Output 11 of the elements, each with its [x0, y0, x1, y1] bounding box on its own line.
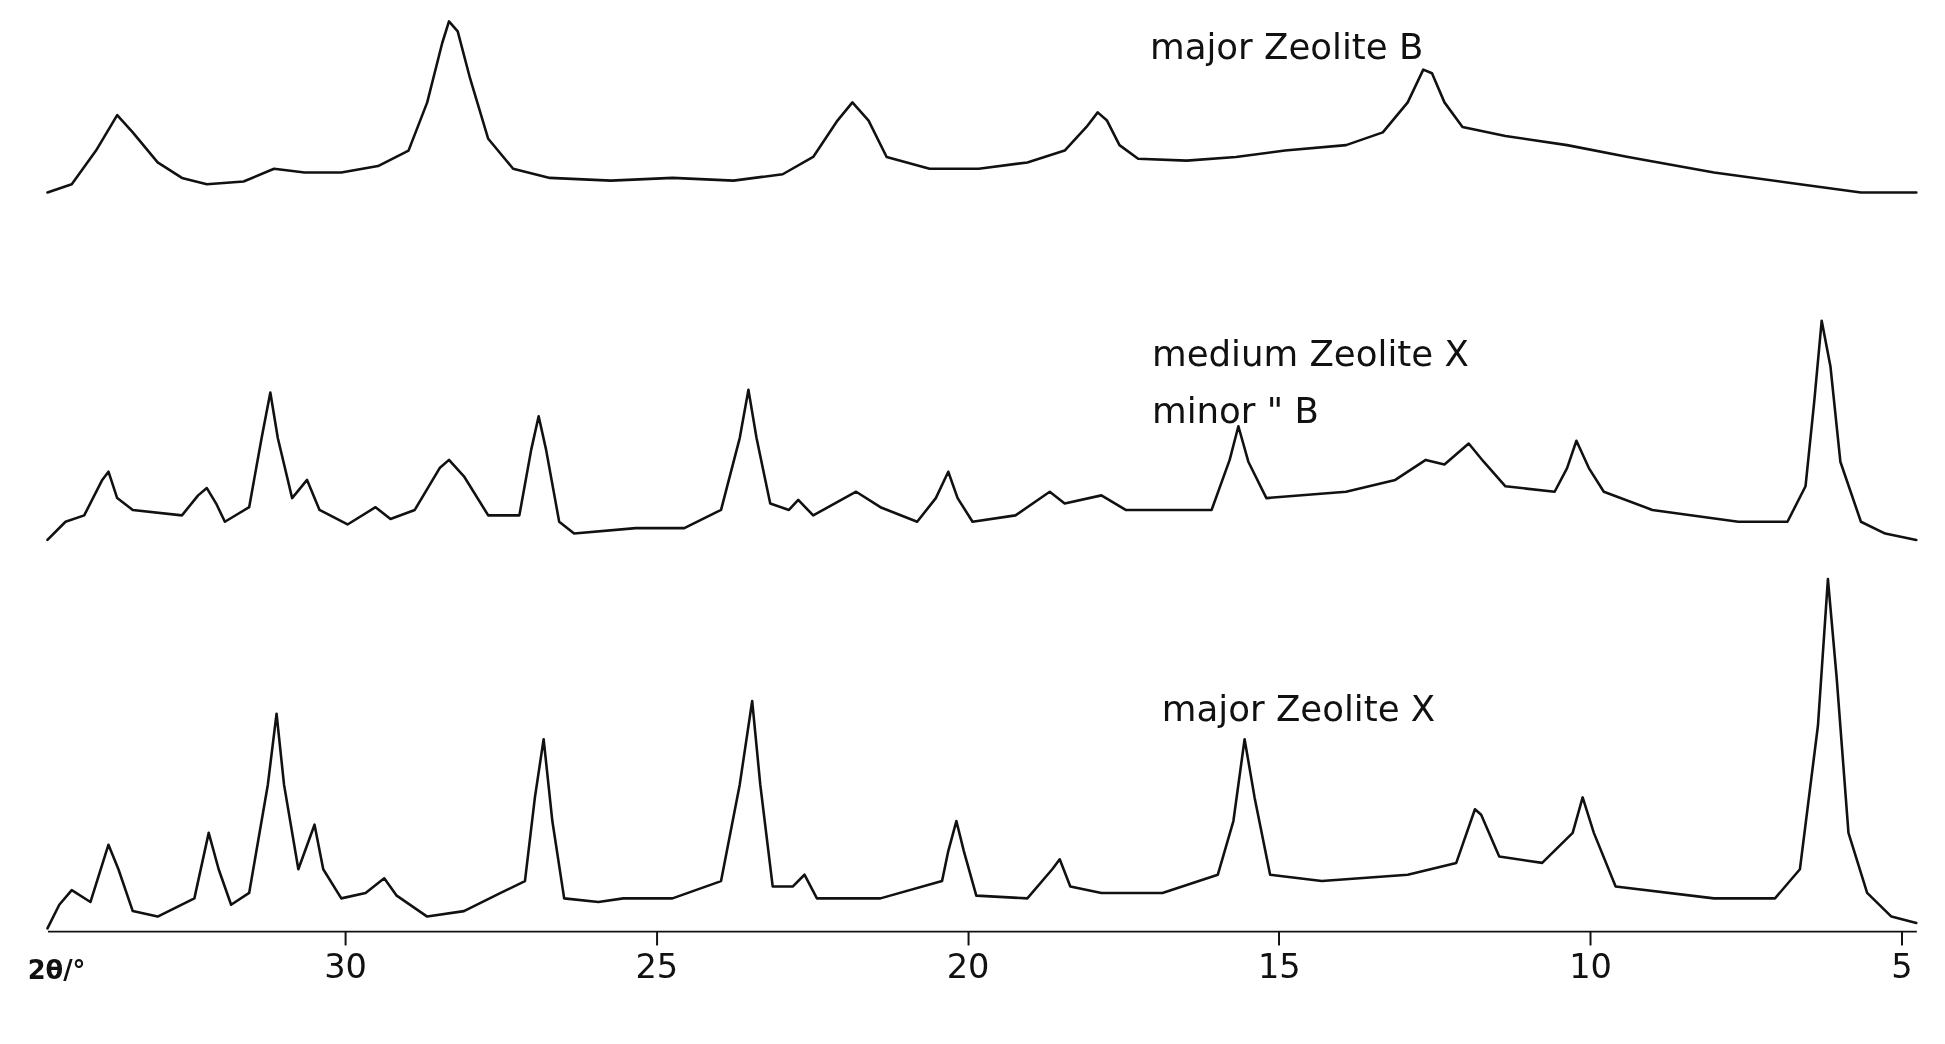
annotation: major Zeolite X [1161, 688, 1436, 730]
x-tick-label: 15 [1257, 947, 1301, 987]
x-tick-label: 20 [946, 947, 990, 987]
x-tick-label: 25 [635, 947, 679, 987]
x-axis-title: 2θ/° [27, 954, 86, 985]
x-tick-label: 30 [324, 947, 367, 987]
annotation: minor " B [1151, 389, 1319, 431]
annotation: medium Zeolite X [1151, 332, 1469, 374]
x-tick-label: 10 [1569, 947, 1612, 987]
x-tick-label: 5 [1891, 947, 1913, 987]
annotation: major Zeolite B [1149, 25, 1424, 67]
